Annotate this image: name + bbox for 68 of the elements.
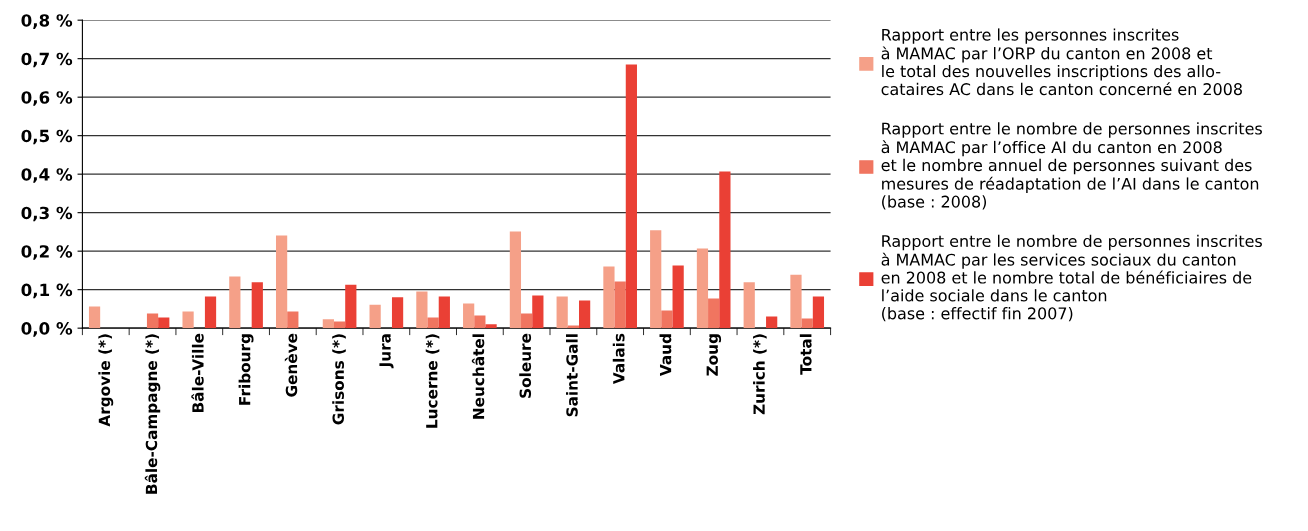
y-tick-label: 0,3 % bbox=[21, 206, 73, 222]
bar bbox=[743, 282, 755, 329]
x-tick-label: Jura bbox=[379, 334, 394, 369]
y-tick-label: 0,6 % bbox=[21, 91, 73, 106]
bar bbox=[567, 325, 580, 329]
x-tick-label: Zoug bbox=[706, 334, 722, 376]
bar bbox=[251, 282, 263, 329]
bar bbox=[287, 311, 299, 329]
bar bbox=[369, 304, 381, 329]
bar bbox=[275, 235, 288, 329]
bar bbox=[485, 324, 497, 329]
bar bbox=[182, 311, 194, 329]
x-tick-label: Valais bbox=[612, 333, 625, 385]
x-tick-label: Argovie (*) bbox=[98, 334, 114, 427]
bar bbox=[88, 306, 101, 329]
bar bbox=[603, 266, 615, 329]
x-tick-label: Bâle-Campagne (*) bbox=[144, 334, 161, 494]
bar bbox=[345, 284, 357, 329]
x-tick-label: Grisons (*) bbox=[332, 334, 346, 425]
y-tick-label: 0,5 % bbox=[21, 129, 73, 145]
bar bbox=[696, 248, 709, 329]
bar bbox=[509, 231, 522, 329]
x-tick-label: Neuchâtel bbox=[471, 334, 485, 419]
bar bbox=[521, 313, 533, 329]
bar bbox=[556, 296, 568, 329]
y-tick-label: 0,2 % bbox=[21, 245, 73, 260]
x-tick-label: Vaud bbox=[659, 334, 672, 377]
legend-label: Rapport entre le nombre de personnes inscrites à MAMAC par les services sociaux du canton en 2008 et le nombre total de bénéficiaires de l’aide sociale dans le canton (base : effectif fin 2007) bbox=[881, 234, 1262, 322]
bar bbox=[333, 321, 346, 329]
bar bbox=[661, 310, 673, 329]
bar bbox=[158, 317, 170, 329]
bar bbox=[146, 313, 159, 329]
bar bbox=[614, 281, 626, 329]
x-tick-label: Total bbox=[799, 334, 812, 375]
bar bbox=[719, 171, 731, 329]
bar bbox=[322, 319, 334, 329]
x-tick-label: Genève bbox=[284, 333, 298, 397]
bar bbox=[812, 296, 825, 329]
bar bbox=[790, 274, 802, 329]
bar bbox=[801, 318, 813, 329]
x-tick-label: Zurich (*) bbox=[753, 334, 767, 415]
x-tick-label: Saint-Gall bbox=[566, 334, 578, 417]
y-tick-label: 0,0 % bbox=[21, 322, 73, 337]
legend-label: Rapport entre le nombre de personnes inscrites à MAMAC par l’office AI du canton en 2008 et le nombre annuel de personnes suivant des mesures de réadaptation de l’AI dans le canton (base : 2008) bbox=[881, 122, 1262, 210]
bar bbox=[474, 315, 486, 329]
x-tick-label: Lucerne (*) bbox=[425, 334, 440, 428]
x-tick-label: Soleure bbox=[519, 333, 532, 398]
y-tick-label: 0,7 % bbox=[21, 52, 73, 68]
y-tick-label: 0,8 % bbox=[21, 14, 73, 29]
bar bbox=[579, 300, 591, 329]
bar bbox=[625, 64, 637, 329]
bar bbox=[766, 316, 778, 329]
bar bbox=[672, 265, 684, 329]
bar bbox=[416, 291, 428, 329]
bar bbox=[463, 303, 475, 329]
x-tick-label: Bâle-Ville bbox=[191, 333, 204, 413]
legend-label: Rapport entre les personnes inscrites à MAMAC par l’ORP du canton en 2008 et le total des nouvelles inscriptions des allo- cataires AC dans le canton concerné en 2008 bbox=[881, 28, 1242, 96]
bar bbox=[229, 276, 241, 329]
bar bbox=[708, 298, 720, 329]
bar bbox=[391, 297, 404, 329]
x-tick-label: Fribourg bbox=[238, 334, 254, 405]
bar bbox=[438, 296, 450, 329]
bar bbox=[204, 296, 217, 329]
bar bbox=[532, 295, 544, 329]
bar bbox=[427, 317, 439, 329]
y-tick-label: 0,1 % bbox=[21, 283, 73, 299]
y-tick-label: 0,4 % bbox=[21, 168, 73, 183]
bar bbox=[650, 230, 662, 329]
